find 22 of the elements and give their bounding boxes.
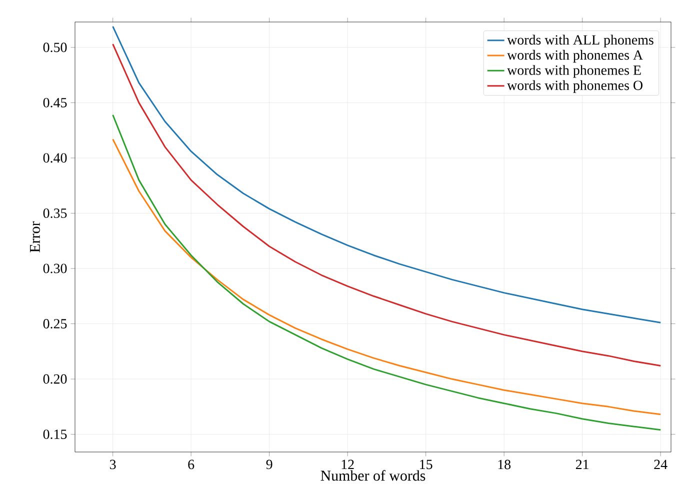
y-tick-label: 0.40 [43, 153, 67, 163]
x-tick-label: 12 [342, 460, 354, 470]
x-tick-label: 3 [110, 460, 116, 470]
y-tick-label: 0.15 [43, 430, 67, 440]
y-tick-label: 0.50 [43, 42, 67, 52]
y-tick-label: 0.35 [43, 208, 67, 218]
y-tick-label: 0.30 [43, 264, 67, 274]
legend-label: words with phonemes A [507, 50, 643, 63]
x-tick-label: 9 [266, 460, 272, 470]
y-axis-title: Error [30, 221, 40, 252]
x-tick-label: 18 [498, 460, 511, 470]
x-axis-title: Number of words [320, 470, 426, 481]
x-tick-label: 24 [654, 460, 668, 470]
y-tick-label: 0.45 [43, 98, 67, 108]
x-tick-label: 15 [420, 460, 432, 470]
legend-label: words with ALL phonems [507, 34, 654, 48]
x-tick-label: 6 [188, 460, 194, 470]
legend-label: words with phonemes E [507, 65, 641, 78]
x-tick-label: 21 [576, 460, 588, 470]
legend-label: words with phonemes O [507, 80, 642, 93]
y-tick-label: 0.20 [43, 374, 67, 384]
y-tick-label: 0.25 [43, 319, 67, 329]
